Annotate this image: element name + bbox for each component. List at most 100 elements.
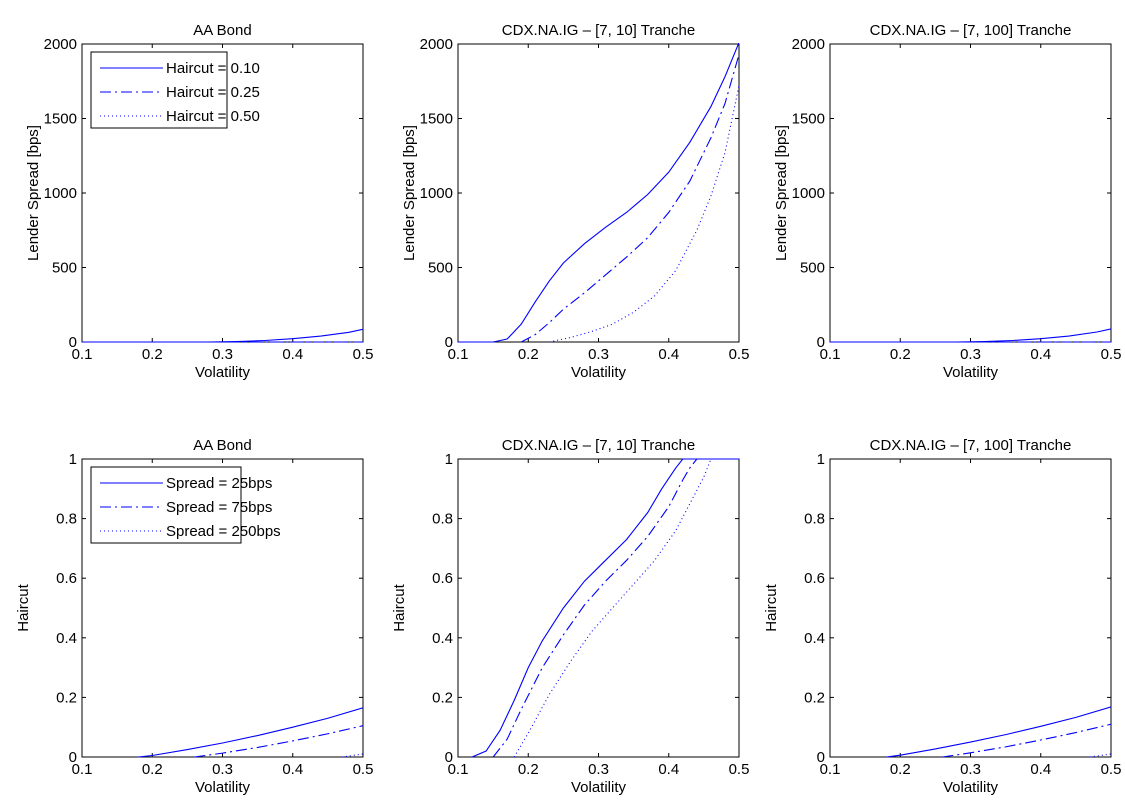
- x-tick-label: 0.2: [890, 761, 911, 778]
- y-tick-label: 0.8: [432, 511, 453, 528]
- legend-entry: Spread = 250bps: [166, 523, 281, 540]
- y-tick-label: 500: [52, 260, 77, 277]
- x-tick-label: 0.4: [658, 761, 679, 778]
- x-tick-label: 0.4: [658, 346, 679, 363]
- y-tick-label: 0: [445, 749, 453, 766]
- x-tick-label: 0.1: [72, 761, 93, 778]
- series-line-2: [194, 725, 363, 758]
- x-axis-label: Volatility: [195, 779, 251, 796]
- chart-title: AA Bond: [193, 22, 251, 39]
- x-tick-label: 0.3: [960, 761, 981, 778]
- x-tick-label: 0.5: [729, 346, 750, 363]
- chart-title: CDX.NA.IG – [7, 10] Tranche: [502, 22, 695, 39]
- chart-title: CDX.NA.IG – [7, 10] Tranche: [502, 437, 695, 454]
- x-axis-label: Volatility: [195, 364, 251, 381]
- plot-area: [829, 43, 1112, 343]
- chart-title: AA Bond: [193, 437, 251, 454]
- panel-1: 0.1 0.2 0.3 0.4 0.5 0 500 1000 1500 2000 AA Bond Vo…: [25, 22, 373, 381]
- x-axis-label: Volatility: [943, 779, 999, 796]
- legend-entry: Haircut = 0.25: [166, 84, 260, 101]
- x-tick-label: 0.2: [890, 346, 911, 363]
- chart-title: CDX.NA.IG – [7, 100] Tranche: [870, 22, 1072, 39]
- y-tick-label: 1: [69, 451, 77, 468]
- x-tick-label: 0.4: [282, 761, 303, 778]
- x-tick-label: 0.3: [960, 346, 981, 363]
- legend: Haircut = 0.10 Haircut = 0.25 Haircut = 0.…: [90, 51, 260, 129]
- x-tick-label: 0.1: [448, 346, 469, 363]
- x-tick-label: 0.4: [282, 346, 303, 363]
- x-axis-label: Volatility: [571, 779, 627, 796]
- y-tick-label: 0.4: [432, 630, 453, 647]
- y-tick-label: 1000: [420, 185, 453, 202]
- y-tick-label: 0.6: [56, 570, 77, 587]
- y-tick-label: 0.6: [804, 570, 825, 587]
- chart-title: CDX.NA.IG – [7, 100] Tranche: [870, 437, 1072, 454]
- y-tick-label: 0.2: [432, 689, 453, 706]
- series-line-3: [549, 85, 739, 343]
- panel-6: 0.1 0.2 0.3 0.4 0.5 0 0.2 0.4 0.6 0.8 1 CDX.NA.IG –…: [763, 437, 1121, 796]
- plot-area: [829, 458, 1112, 758]
- y-tick-label: 0.8: [56, 511, 77, 528]
- x-tick-label: 0.3: [588, 761, 609, 778]
- panel-2: 0.1 0.2 0.3 0.4 0.5 0 500 1000 1500 2000 CDX.NA.IG…: [401, 22, 749, 381]
- legend: Spread = 25bps Spread = 75bps Spread = 250…: [90, 466, 281, 544]
- panel-5: 0.1 0.2 0.3 0.4 0.5 0 0.2 0.4 0.6 0.8 1 CDX.NA.IG –…: [391, 437, 749, 796]
- legend-entry: Haircut = 0.10: [166, 60, 260, 77]
- x-tick-label: 0.2: [142, 761, 163, 778]
- x-tick-label: 0.4: [1030, 346, 1051, 363]
- series-line-1: [886, 706, 1111, 758]
- legend-entry: Spread = 75bps: [166, 499, 272, 516]
- y-tick-label: 0.6: [432, 570, 453, 587]
- y-tick-label: 1: [445, 451, 453, 468]
- y-tick-label: 1500: [792, 111, 825, 128]
- x-tick-label: 0.3: [588, 346, 609, 363]
- legend-entry: Haircut = 0.50: [166, 108, 260, 125]
- y-tick-label: 0: [817, 749, 825, 766]
- x-tick-label: 0.3: [212, 761, 233, 778]
- plot-area: [457, 458, 740, 758]
- y-tick-label: 1500: [44, 111, 77, 128]
- y-axis-label: Haircut: [391, 583, 408, 631]
- legend-entry: Spread = 25bps: [166, 475, 272, 492]
- x-tick-label: 0.1: [820, 346, 841, 363]
- y-axis-label: Lender Spread [bps]: [773, 125, 790, 261]
- x-tick-label: 0.1: [448, 761, 469, 778]
- y-tick-label: 0.4: [56, 630, 77, 647]
- y-tick-label: 1000: [44, 185, 77, 202]
- panel-3: 0.1 0.2 0.3 0.4 0.5 0 500 1000 1500 2000 CDX.NA.IG…: [773, 22, 1121, 381]
- series-line-1: [471, 458, 739, 758]
- y-tick-label: 0: [69, 334, 77, 351]
- panel-4: 0.1 0.2 0.3 0.4 0.5 0 0.2 0.4 0.6 0.8 1 AA Bond Vola…: [15, 437, 373, 796]
- series-line-2: [942, 723, 1111, 758]
- y-tick-label: 1000: [792, 185, 825, 202]
- y-tick-label: 2000: [44, 36, 77, 53]
- y-axis-label: Haircut: [15, 583, 32, 631]
- y-axis-label: Lender Spread [bps]: [401, 125, 418, 261]
- x-tick-label: 0.2: [142, 346, 163, 363]
- y-tick-label: 1: [817, 451, 825, 468]
- legend-box: [90, 466, 242, 544]
- y-tick-label: 0.2: [804, 689, 825, 706]
- y-tick-label: 500: [800, 260, 825, 277]
- y-axis-label: Haircut: [763, 583, 780, 631]
- x-tick-label: 0.1: [820, 761, 841, 778]
- x-tick-label: 0.5: [353, 346, 374, 363]
- y-tick-label: 0.8: [804, 511, 825, 528]
- series-line-1: [138, 707, 363, 758]
- x-tick-label: 0.5: [1101, 761, 1122, 778]
- y-tick-label: 0.2: [56, 689, 77, 706]
- x-tick-label: 0.2: [518, 346, 539, 363]
- legend-box: [90, 51, 228, 129]
- x-tick-label: 0.5: [353, 761, 374, 778]
- x-tick-label: 0.1: [72, 346, 93, 363]
- x-axis-label: Volatility: [571, 364, 627, 381]
- y-tick-label: 1500: [420, 111, 453, 128]
- y-tick-label: 0: [817, 334, 825, 351]
- x-tick-label: 0.3: [212, 346, 233, 363]
- plot-area: [457, 43, 740, 343]
- y-tick-label: 0: [69, 749, 77, 766]
- x-axis-label: Volatility: [943, 364, 999, 381]
- y-axis-label: Lender Spread [bps]: [25, 125, 42, 261]
- y-tick-label: 2000: [420, 36, 453, 53]
